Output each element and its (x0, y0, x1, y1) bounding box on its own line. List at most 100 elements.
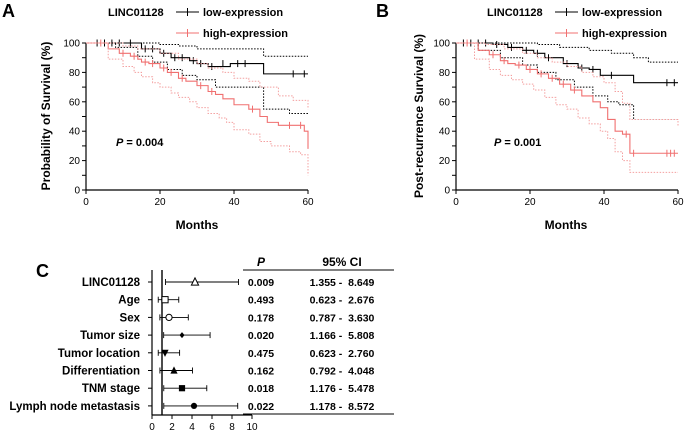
legend-high-label: high-expression (203, 28, 288, 40)
row-p-value: 0.018 (248, 383, 274, 395)
legend-high-label: high-expression (582, 28, 667, 40)
row-p-value: 0.178 (248, 312, 274, 324)
hr-marker (161, 296, 169, 304)
panel-a-legend-title: LINC01128 (108, 7, 164, 19)
x-tick-label: 6 (209, 422, 215, 433)
y-tick-label: 80 (439, 68, 451, 79)
row-ci-value: 0.623 - 2.760 (310, 348, 375, 360)
x-tick-label: 0 (149, 422, 155, 433)
row-p-value: 0.022 (248, 401, 274, 413)
hr-marker (179, 332, 185, 339)
row-p-value: 0.020 (248, 330, 274, 342)
hr-marker (190, 402, 198, 409)
ci-line (456, 42, 679, 127)
y-tick-label: 60 (69, 97, 81, 108)
panel-a-xlabel: Months (176, 218, 219, 232)
panel-a-legend-low: low-expression (176, 7, 283, 19)
panel-a-p-number: = 0.004 (126, 137, 164, 149)
row-ci-value: 1.166 - 5.808 (310, 330, 375, 342)
row-p-value: 0.493 (248, 295, 274, 307)
x-tick-label: 40 (598, 197, 610, 208)
y-tick-label: 0 (444, 186, 450, 197)
panel-a-letter: A (2, 1, 15, 21)
row-label: Sex (120, 312, 141, 324)
panel-b-pvalue: P = 0.001 (494, 137, 541, 149)
panel-b-legend-high: high-expression (555, 28, 667, 40)
hr-marker (178, 385, 186, 392)
panel-c-p-header: P (257, 255, 266, 269)
x-tick-label: 20 (154, 197, 166, 208)
panel-a-legend-high: high-expression (176, 28, 288, 40)
y-tick-label: 80 (69, 68, 81, 79)
y-tick-label: 100 (63, 39, 80, 50)
ci-line (456, 42, 678, 120)
row-ci-value: 1.355 - 8.649 (310, 277, 375, 289)
row-ci-value: 0.792 - 4.048 (310, 366, 375, 378)
row-ci-value: 1.176 - 5.478 (310, 383, 375, 395)
row-p-value: 0.475 (248, 348, 274, 360)
x-tick-label: 0 (453, 197, 459, 208)
y-tick-label: 40 (439, 127, 451, 138)
survival-curve (456, 42, 678, 154)
panel-a-pvalue: P = 0.004 (116, 137, 164, 149)
row-label: Age (118, 295, 140, 307)
ci-line (86, 42, 308, 57)
x-tick-label: 20 (524, 197, 536, 208)
row-label: Tumor size (80, 330, 140, 342)
panel-b-legend-title: LINC01128 (487, 7, 543, 19)
panel-a-plot: 0 20 40 60 80 100 0 20 40 60 (63, 39, 314, 209)
panel-c-forest: 0 2 4 6 8 10 LINC01128 0.009 1.355 - 8.649 Age 0.4… (9, 270, 375, 433)
y-tick-label: 40 (69, 127, 81, 138)
hr-marker (170, 366, 178, 374)
x-tick-label: 60 (302, 197, 314, 208)
row-p-value: 0.162 (248, 366, 274, 378)
x-tick-label: 60 (672, 197, 684, 208)
panel-b-ylabel: Post-recurrence Survival (%) (412, 34, 426, 198)
legend-low-label: low-expression (582, 7, 662, 19)
row-ci-value: 1.178 - 8.572 (310, 401, 375, 413)
panel-b-letter: B (376, 1, 389, 21)
y-tick-label: 60 (439, 97, 451, 108)
x-tick-label: 0 (83, 197, 89, 208)
hr-marker (165, 313, 173, 321)
panel-a-p-symbol: P (116, 137, 124, 149)
ci-line (86, 42, 309, 176)
y-tick-label: 20 (69, 156, 81, 167)
y-tick-label: 20 (439, 156, 451, 167)
panel-c-letter: C (36, 261, 49, 281)
x-tick-label: 2 (169, 422, 175, 433)
x-tick-label: 4 (189, 422, 195, 433)
x-tick-label: 8 (229, 422, 235, 433)
panel-b-p-symbol: P (494, 137, 502, 149)
panel-b-p-number: = 0.001 (504, 137, 541, 149)
panel-b-xlabel: Months (545, 218, 588, 232)
survival-curve (456, 42, 678, 84)
ci-line (456, 42, 678, 173)
row-ci-value: 0.623 - 2.676 (310, 295, 375, 307)
row-label: Differentiation (62, 366, 140, 378)
row-label: LINC01128 (82, 277, 141, 289)
ci-line (86, 42, 309, 110)
panel-a: A LINC01128 low-expression high-expressi… (2, 1, 314, 232)
y-tick-label: 0 (74, 186, 80, 197)
panel-c-ci-header: 95% CI (322, 255, 361, 269)
survival-curve (86, 42, 309, 149)
panel-b: B LINC01128 low-expression high-expressi… (376, 1, 684, 232)
panel-a-ylabel: Probability of Survival (%) (39, 42, 53, 191)
panel-b-plot: 0 20 40 60 80 100 0 20 40 60 (433, 39, 684, 209)
legend-low-label: low-expression (203, 7, 283, 19)
y-tick-label: 100 (433, 39, 450, 50)
row-label: TNM stage (82, 383, 140, 395)
row-label: Lymph node metastasis (9, 401, 140, 413)
panel-b-legend-low: low-expression (555, 7, 662, 19)
panel-c: C P 95% CI 0 2 4 6 8 10 LINC01128 0.009 1.355 - … (9, 255, 394, 433)
row-p-value: 0.009 (248, 277, 274, 289)
row-ci-value: 0.787 - 3.630 (310, 312, 375, 324)
x-tick-label: 10 (246, 422, 258, 433)
x-tick-label: 40 (228, 197, 240, 208)
row-label: Tumor location (58, 348, 140, 360)
hr-marker (161, 349, 169, 357)
hr-marker (190, 276, 200, 286)
ci-line (456, 42, 678, 63)
